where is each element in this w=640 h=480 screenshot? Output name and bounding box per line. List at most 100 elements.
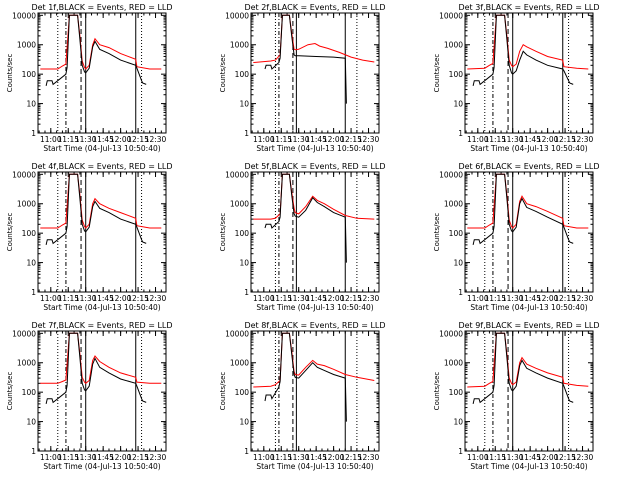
chart-7-xtick-label: 12:15 <box>127 453 149 462</box>
chart-4-ytick-label: 10000 <box>12 170 36 179</box>
chart-4-title: Det 4f,BLACK = Events, RED = LLD <box>31 162 172 171</box>
chart-2-series-lld <box>253 14 375 63</box>
chart-8-ytick-label: 100 <box>235 388 250 397</box>
chart-1-xtick-label: 12:30 <box>145 135 167 144</box>
chart-6-series-events <box>472 173 574 246</box>
chart-9-xtick-label: 11:15 <box>484 453 506 462</box>
chart-2-xtick-label: 11:45 <box>305 135 327 144</box>
chart-8-ytick-label: 1000 <box>230 359 249 368</box>
chart-8-series-lld <box>253 332 375 388</box>
chart-9-series-events <box>472 332 574 405</box>
chart-2-xtick-label: 11:30 <box>288 135 310 144</box>
chart-6-ytick-label: 1 <box>458 288 463 297</box>
chart-2-xtick-label: 12:15 <box>340 135 362 144</box>
chart-3-ytick-label: 100 <box>449 70 464 79</box>
chart-2-ytick-label: 1 <box>244 129 249 138</box>
chart-1-ytick-label: 100 <box>22 70 37 79</box>
chart-9-xtick-label: 11:45 <box>519 453 541 462</box>
chart-2-series-events <box>264 14 347 104</box>
chart-9-xlabel: Start Time (04-Jul-13 10:50:40) <box>470 462 587 471</box>
chart-1-ylabel: Counts/sec <box>6 54 14 93</box>
chart-2-xtick-label: 11:15 <box>270 135 292 144</box>
chart-2-ytick-label: 10 <box>239 100 249 109</box>
chart-8: 1 10 100 1000 10000 11:0011:1511:3011:4512:00… <box>219 321 386 471</box>
chart-9-xtick-label: 11:30 <box>502 453 524 462</box>
chart-1-xtick-label: 11:00 <box>40 135 62 144</box>
chart-4-xtick-label: 12:00 <box>110 294 132 303</box>
chart-2-xtick-label: 12:30 <box>358 135 380 144</box>
chart-1-xlabel: Start Time (04-Jul-13 10:50:40) <box>43 144 160 153</box>
chart-5-ytick-label: 1 <box>244 288 249 297</box>
chart-6-xtick-label: 12:30 <box>572 294 594 303</box>
chart-3: 1 10 100 1000 10000 11:0011:1511:3011:4512:00… <box>433 3 600 153</box>
chart-5-ytick-label: 1000 <box>230 200 249 209</box>
chart-1-xtick-label: 11:30 <box>75 135 97 144</box>
chart-2-ytick-label: 10000 <box>225 11 249 20</box>
chart-3-xtick-label: 11:45 <box>519 135 541 144</box>
chart-6-xtick-label: 12:15 <box>554 294 576 303</box>
chart-4-series-events <box>45 173 147 246</box>
chart-8-ytick-label: 1 <box>244 447 249 456</box>
chart-1-ytick-label: 10 <box>26 100 36 109</box>
chart-6-xtick-label: 11:30 <box>502 294 524 303</box>
chart-6-ytick-label: 10000 <box>439 170 463 179</box>
chart-4: 1 10 100 1000 10000 11:0011:1511:3011:4512:00… <box>6 162 173 312</box>
chart-7-xlabel: Start Time (04-Jul-13 10:50:40) <box>43 462 160 471</box>
chart-9-title: Det 9f,BLACK = Events, RED = LLD <box>458 321 599 330</box>
chart-3-ytick-label: 1000 <box>444 41 463 50</box>
chart-7: 1 10 100 1000 10000 11:0011:1511:3011:4512:00… <box>6 321 173 471</box>
chart-6-xtick-label: 11:45 <box>519 294 541 303</box>
chart-5-series-lld <box>253 173 375 220</box>
chart-4-frame <box>37 171 167 293</box>
chart-8-series-events <box>264 332 347 422</box>
chart-8-xtick-label: 12:30 <box>358 453 380 462</box>
chart-3-xtick-label: 11:30 <box>502 135 524 144</box>
chart-8-xtick-label: 11:45 <box>305 453 327 462</box>
chart-8-xtick-label: 11:00 <box>253 453 275 462</box>
chart-1-series-events <box>45 14 147 87</box>
chart-5-ylabel: Counts/sec <box>219 213 227 252</box>
chart-2-frame <box>250 12 380 134</box>
chart-1-ytick-label: 10000 <box>12 11 36 20</box>
chart-4-xtick-label: 11:30 <box>75 294 97 303</box>
chart-4-xtick-label: 11:45 <box>92 294 114 303</box>
chart-5-ytick-label: 10000 <box>225 170 249 179</box>
chart-8-ytick-label: 10000 <box>225 329 249 338</box>
chart-3-frame <box>464 12 594 134</box>
chart-8-xtick-label: 12:15 <box>340 453 362 462</box>
chart-4-xtick-label: 12:15 <box>127 294 149 303</box>
chart-5-xtick-label: 12:15 <box>340 294 362 303</box>
chart-6-ytick-label: 1000 <box>444 200 463 209</box>
chart-4-ylabel: Counts/sec <box>6 213 14 252</box>
chart-7-frame <box>37 330 167 452</box>
chart-8-xtick-label: 11:30 <box>288 453 310 462</box>
chart-7-ytick-label: 100 <box>22 388 37 397</box>
chart-6-title: Det 6f,BLACK = Events, RED = LLD <box>458 162 599 171</box>
chart-5-xtick-label: 11:00 <box>253 294 275 303</box>
chart-9-xtick-label: 12:30 <box>572 453 594 462</box>
chart-7-xtick-label: 11:30 <box>75 453 97 462</box>
chart-5-title: Det 5f,BLACK = Events, RED = LLD <box>244 162 385 171</box>
chart-7-ytick-label: 10 <box>26 418 36 427</box>
chart-5-ytick-label: 10 <box>239 259 249 268</box>
chart-7-ytick-label: 1000 <box>17 359 36 368</box>
chart-5-frame <box>250 171 380 293</box>
chart-8-ylabel: Counts/sec <box>219 372 227 411</box>
chart-7-xtick-label: 11:15 <box>57 453 79 462</box>
chart-4-xlabel: Start Time (04-Jul-13 10:50:40) <box>43 303 160 312</box>
chart-6-xtick-label: 11:00 <box>467 294 489 303</box>
chart-7-title: Det 7f,BLACK = Events, RED = LLD <box>31 321 172 330</box>
chart-3-xlabel: Start Time (04-Jul-13 10:50:40) <box>470 144 587 153</box>
chart-4-ytick-label: 1000 <box>17 200 36 209</box>
chart-6-frame <box>464 171 594 293</box>
chart-4-xtick-label: 12:30 <box>145 294 167 303</box>
chart-3-xtick-label: 12:15 <box>554 135 576 144</box>
chart-5-ytick-label: 100 <box>235 229 250 238</box>
chart-3-title: Det 3f,BLACK = Events, RED = LLD <box>458 3 599 12</box>
chart-7-xtick-label: 12:30 <box>145 453 167 462</box>
chart-9-xtick-label: 12:15 <box>554 453 576 462</box>
chart-7-ytick-label: 1 <box>31 447 36 456</box>
chart-1-xtick-label: 11:45 <box>92 135 114 144</box>
chart-1-xtick-label: 11:15 <box>57 135 79 144</box>
